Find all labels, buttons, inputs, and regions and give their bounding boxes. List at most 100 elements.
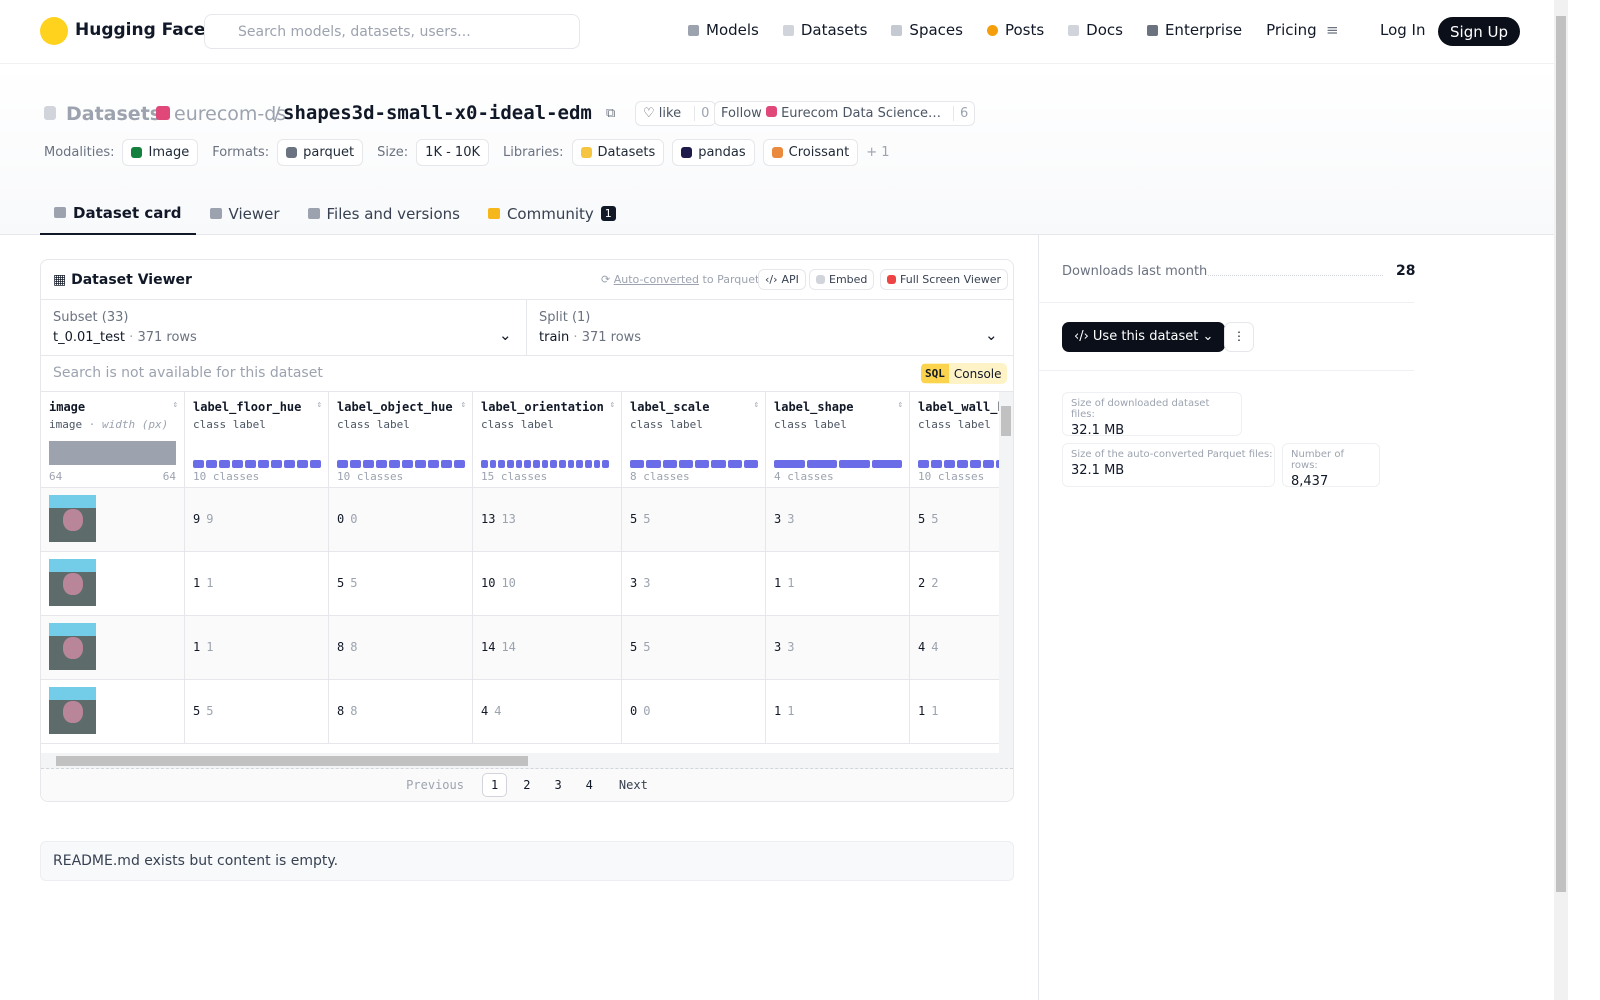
fullscreen-icon (887, 275, 896, 284)
stat-value: 32.1 MB (1071, 423, 1125, 438)
thumbnail[interactable] (49, 495, 96, 542)
nav-link[interactable]: Docs (1068, 21, 1123, 39)
nav-link[interactable]: Pricing (1266, 21, 1317, 39)
logo[interactable] (40, 17, 68, 45)
auto-converted-link[interactable]: Auto-converted (613, 273, 700, 286)
more-libraries[interactable]: + 1 (866, 145, 890, 160)
chevron: ⌄ (499, 326, 512, 344)
tab[interactable]: Viewer (196, 192, 294, 235)
column: label_floor_hue class label ⇕ 10 classes 9 9 1… (185, 392, 329, 744)
v-scrollbar[interactable] (999, 392, 1013, 753)
thumbnail[interactable] (49, 687, 96, 734)
tag[interactable]: Datasets (571, 139, 665, 166)
nav-link[interactable]: Enterprise (1146, 21, 1242, 39)
split-select[interactable]: Split (1) train · 371 rows ⌄ (527, 300, 1013, 355)
brand[interactable]: Hugging Face (75, 20, 206, 40)
class-bars (630, 460, 758, 468)
thumbnail[interactable] (49, 623, 96, 670)
v-thumb[interactable] (1001, 406, 1011, 436)
class-id: 8 (350, 640, 358, 654)
class-segment (593, 460, 601, 468)
class-segment (219, 460, 230, 468)
class-segment (576, 460, 584, 468)
tag[interactable]: 1K - 10K (416, 139, 489, 166)
column-header: image image · width (px) 64 64 ⇕ (41, 392, 184, 488)
class-segment (402, 460, 413, 468)
split-value: train · 371 rows (539, 330, 642, 345)
downloads: 28 (1396, 263, 1416, 279)
class-value: 1 (193, 576, 201, 590)
class-segment (567, 460, 575, 468)
nav-link[interactable]: Posts (986, 21, 1044, 39)
class-value: 10 (481, 576, 496, 590)
api-button[interactable]: ‹/› API (758, 269, 806, 290)
page-number[interactable]: 1 (481, 773, 508, 797)
page-number[interactable]: 2 (523, 778, 531, 792)
login[interactable]: Log In (1380, 21, 1426, 39)
follow-text: Follow (721, 106, 762, 121)
signup[interactable]: Sign Up (1438, 17, 1520, 46)
menu[interactable]: ≡ (1326, 21, 1339, 39)
more-button[interactable]: ⋮ (1224, 322, 1254, 352)
tab-badge: 1 (600, 206, 616, 221)
class-segment (727, 460, 742, 468)
tag[interactable]: Croissant (762, 139, 859, 166)
tab-icon (54, 207, 66, 218)
tags: Modalities: Image Formats: parquet Size: 1K -… (44, 139, 890, 166)
class-id: 3 (787, 640, 795, 654)
repo-header: Datasets: eurecom-ds / shapes3d-small-x0… (0, 64, 1554, 235)
search[interactable]: Search models, datasets, users... (204, 14, 580, 49)
nav-link[interactable]: Datasets (782, 21, 867, 39)
tag-icon (771, 147, 783, 158)
h-thumb[interactable] (56, 756, 528, 766)
follower-count: 6 (953, 106, 974, 121)
like-button[interactable]: ♡ like 0 (635, 101, 717, 126)
use-dataset[interactable]: ‹/› Use this dataset ⌄ (1062, 322, 1226, 352)
page-thumb[interactable] (1556, 16, 1566, 892)
copy[interactable]: ⧉ (606, 106, 616, 121)
embed-button[interactable]: Embed (809, 269, 875, 290)
like-label: ♡ like (643, 106, 682, 121)
subset-select[interactable]: Subset (33) t_0.01_test · 371 rows ⌄ (41, 300, 527, 355)
page-scrollbar[interactable] (1554, 0, 1568, 1000)
fullscreen-button[interactable]: Full Screen Viewer (880, 269, 1009, 290)
tag-icon (681, 147, 693, 158)
tag[interactable]: Image (122, 139, 199, 166)
next[interactable]: Next (618, 778, 648, 792)
nav-link[interactable]: Models (688, 21, 759, 39)
class-value: 5 (630, 640, 638, 654)
stat-label: Number of rows: (1291, 449, 1344, 471)
nav-icon (1068, 24, 1080, 36)
tab[interactable]: Dataset card (40, 192, 196, 235)
previous[interactable]: Previous (406, 778, 464, 792)
owner[interactable]: eurecom-ds (174, 103, 287, 125)
tag[interactable]: pandas (672, 139, 755, 166)
tab-text: Viewer (228, 204, 280, 223)
tag[interactable]: parquet (277, 139, 364, 166)
h-scrollbar[interactable] (41, 753, 1013, 769)
tab-icon (209, 208, 222, 219)
column: label_shape class label ⇕ 4 classes 3 3 1 1 3 3 1 1 (766, 392, 910, 744)
tag-icon (580, 147, 592, 158)
class-segment (711, 460, 726, 468)
subset-name: t_0.01_test (53, 330, 126, 345)
tab[interactable]: Community 1 (474, 192, 630, 235)
sql-console[interactable]: SQL Console (921, 363, 1007, 384)
kind: Datasets: (66, 103, 169, 125)
page-number[interactable]: 3 (554, 778, 562, 792)
class-value: 0 (630, 704, 638, 718)
follow-button[interactable]: Follow Eurecom Data Science… 6 (714, 101, 976, 126)
column-type: class label (193, 418, 266, 431)
class-segment (376, 460, 387, 468)
class-id: 4 (494, 704, 502, 718)
class-bars (774, 460, 902, 468)
nav-link[interactable]: Spaces (891, 21, 963, 39)
column-header: label_scale class label ⇕ 8 classes (622, 392, 765, 488)
page-number[interactable]: 4 (585, 778, 593, 792)
thumbnail[interactable] (49, 559, 96, 606)
tab[interactable]: Files and versions (294, 192, 474, 235)
